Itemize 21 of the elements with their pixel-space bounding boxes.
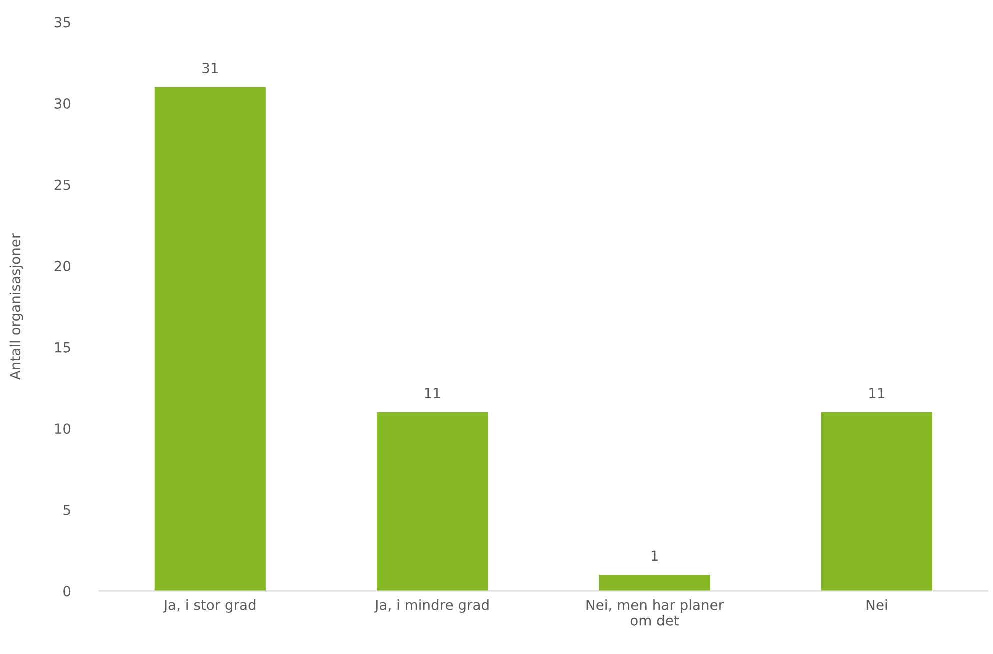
x-tick-label: Ja, i mindre grad xyxy=(374,600,489,613)
y-tick-label: 0 xyxy=(64,586,71,597)
y-tick-label: 5 xyxy=(64,505,70,516)
bar xyxy=(377,412,488,592)
data-label: 1 xyxy=(652,550,658,561)
y-tick-label: 10 xyxy=(55,424,71,434)
x-tick-label: Nei, men har planer om det xyxy=(586,600,724,626)
y-tick-label: 30 xyxy=(54,98,71,109)
x-tick-label: Nei xyxy=(866,600,888,610)
bar xyxy=(599,574,710,592)
data-label: 11 xyxy=(870,388,884,398)
y-tick-label: 20 xyxy=(54,261,71,272)
y-axis-title: Antall organisasjoner xyxy=(10,233,24,380)
x-tick-label: Ja, i stor grad xyxy=(163,600,256,613)
y-tick-label: 25 xyxy=(54,180,70,190)
y-tick-label: 35 xyxy=(54,17,70,28)
y-tick-label: 15 xyxy=(55,342,70,353)
bar xyxy=(154,87,266,592)
data-label: 31 xyxy=(202,62,218,74)
data-label: 11 xyxy=(425,388,440,398)
bar xyxy=(821,412,932,592)
